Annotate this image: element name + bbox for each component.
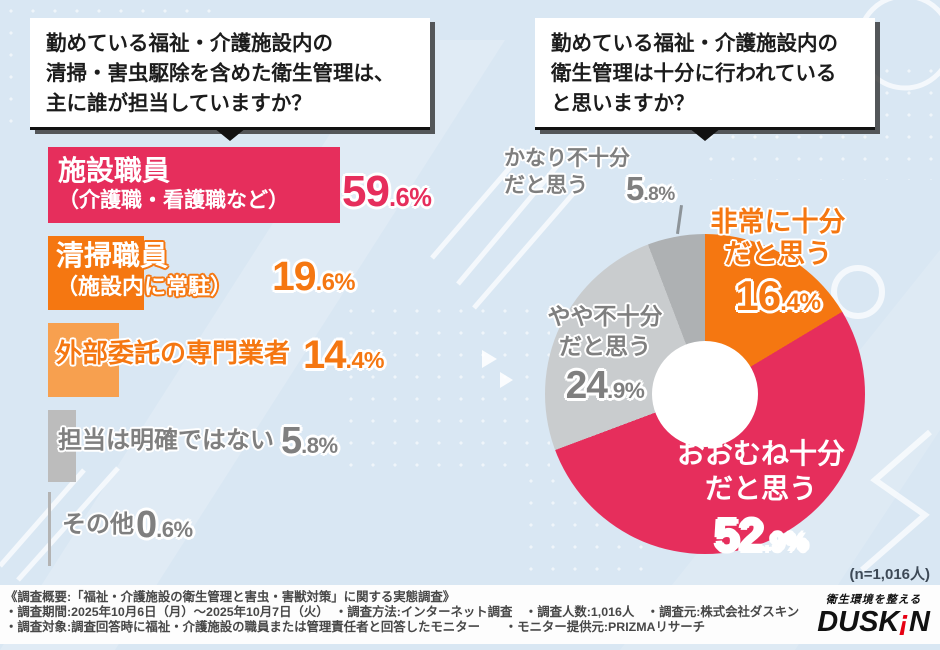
bar-row-other: その他 0.6% bbox=[48, 492, 468, 568]
callout-very-insufficient: かなり不十分 だと思う 5.8% bbox=[504, 147, 675, 207]
question-box-right: 勤めている福祉・介護施設内の 衛生管理は十分に行われている と思いますか？ bbox=[535, 18, 875, 141]
bar-label: 清掃職員 （施設内に常駐） bbox=[56, 240, 233, 299]
bar-row-unclear: 担当は明確ではない 5.8% bbox=[48, 410, 468, 482]
bar-label: 施設職員 （介護職・看護職など） bbox=[58, 155, 289, 212]
bar-row-facility-staff: 施設職員 （介護職・看護職など） 59.6% bbox=[48, 147, 508, 223]
callout-somewhat-insufficient: やや不十分 だと思う 24.9% bbox=[543, 301, 667, 408]
sample-size-note: (n=1,016人) bbox=[849, 566, 930, 583]
survey-line3: ・調査対象:調査回答時に福祉・介護施設の職員または管理責任者と回答したモニター … bbox=[5, 619, 706, 634]
question-left-line1: 勤めている福祉・介護施設内の bbox=[46, 32, 333, 55]
question-right-line2: 衛生管理は十分に行われている bbox=[551, 62, 837, 85]
logo-tagline: 衛生環境を整える bbox=[825, 594, 922, 606]
donut-hole bbox=[652, 341, 758, 447]
callout-value: 24.9% bbox=[565, 364, 645, 407]
bar-row-cleaning-staff: 清掃職員 （施設内に常駐） 19.6% bbox=[48, 236, 468, 310]
bar-value: 0.6% bbox=[136, 504, 193, 546]
survey-overview: 《調査概要:「福祉・介護施設の衛生管理と害虫・害獣対策」に関する実態調査》 ・調… bbox=[5, 590, 799, 634]
callout-value: 5.8% bbox=[626, 170, 675, 207]
question-box-left: 勤めている福祉・介護施設内の 清掃・害虫駆除を含めた衛生管理は、 主に誰が担当し… bbox=[30, 18, 430, 141]
callout-value: 16.4% bbox=[735, 272, 821, 319]
logo-exclamation-mark: ! bbox=[899, 608, 910, 640]
question-right-line1: 勤めている福祉・介護施設内の bbox=[551, 32, 838, 55]
question-left-line3: 主に誰が担当していますか？ bbox=[46, 92, 312, 115]
bar-row-external-contractor: 外部委託の専門業者 14.4% bbox=[48, 323, 468, 397]
bar-fill bbox=[48, 147, 341, 223]
bar-label: その他 bbox=[62, 511, 134, 538]
bar-fill bbox=[48, 236, 145, 310]
callout-leader-line bbox=[675, 204, 683, 235]
bar-value: 14.4% bbox=[303, 333, 384, 377]
logo-wordmark: DUSK!N bbox=[817, 606, 930, 640]
bar-fill bbox=[48, 492, 51, 566]
survey-line2: ・調査期間:2025年10月6日（月）～2025年10月7日（火） ・調査方法:… bbox=[5, 604, 800, 619]
bar-value: 5.8% bbox=[281, 420, 338, 462]
bar-value: 59.6% bbox=[342, 167, 432, 216]
callout-value: 52.9% bbox=[714, 509, 808, 561]
bar-fill bbox=[48, 323, 119, 397]
question-left-line2: 清掃・害虫駆除を含めた衛生管理は、 bbox=[46, 62, 395, 85]
question-right-line3: と思いますか？ bbox=[551, 92, 695, 115]
footer-band: 《調査概要:「福祉・介護施設の衛生管理と害虫・害獣対策」に関する実態調査》 ・調… bbox=[0, 585, 940, 644]
bar-label: 担当は明確ではない bbox=[58, 427, 274, 454]
callout-very-sufficient: 非常に十分 だと思う 16.4% bbox=[703, 206, 853, 320]
callout-mostly-sufficient: おおむね十分 だと思う 52.9% bbox=[666, 436, 856, 562]
bar-value: 19.6% bbox=[272, 253, 356, 299]
pointer-triangle bbox=[689, 128, 721, 141]
duskin-logo: 衛生環境を整える DUSK!N bbox=[817, 591, 930, 640]
survey-line1: 《調査概要:「福祉・介護施設の衛生管理と害虫・害獣対策」に関する実態調査》 bbox=[5, 590, 456, 604]
bar-label: 外部委託の専門業者 bbox=[56, 338, 291, 368]
pointer-triangle bbox=[214, 128, 246, 141]
